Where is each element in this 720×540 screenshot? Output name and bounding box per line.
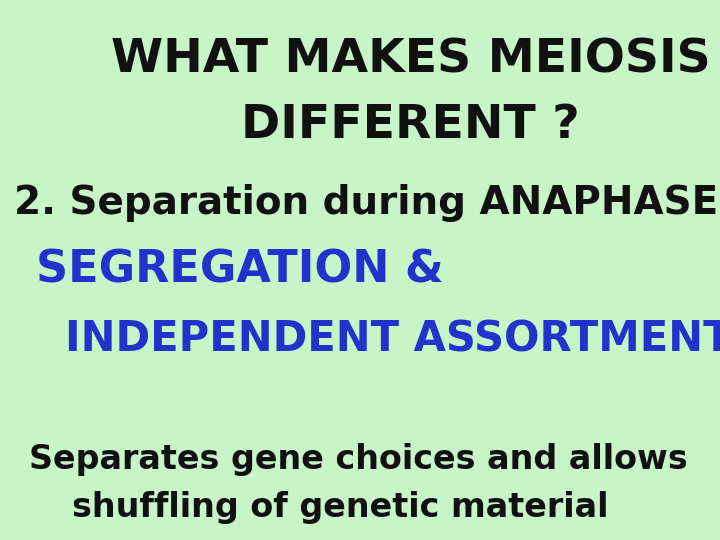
Text: SEGREGATION &: SEGREGATION & — [36, 248, 444, 292]
Text: WHAT MAKES MEIOSIS: WHAT MAKES MEIOSIS — [111, 38, 710, 83]
Text: shuffling of genetic material: shuffling of genetic material — [72, 491, 608, 524]
Text: INDEPENDENT ASSORTMENT: INDEPENDENT ASSORTMENT — [65, 319, 720, 361]
Text: 2. Separation during ANAPHASE I: 2. Separation during ANAPHASE I — [14, 184, 720, 221]
Text: DIFFERENT ?: DIFFERENT ? — [241, 103, 580, 147]
Text: Separates gene choices and allows: Separates gene choices and allows — [29, 443, 688, 476]
